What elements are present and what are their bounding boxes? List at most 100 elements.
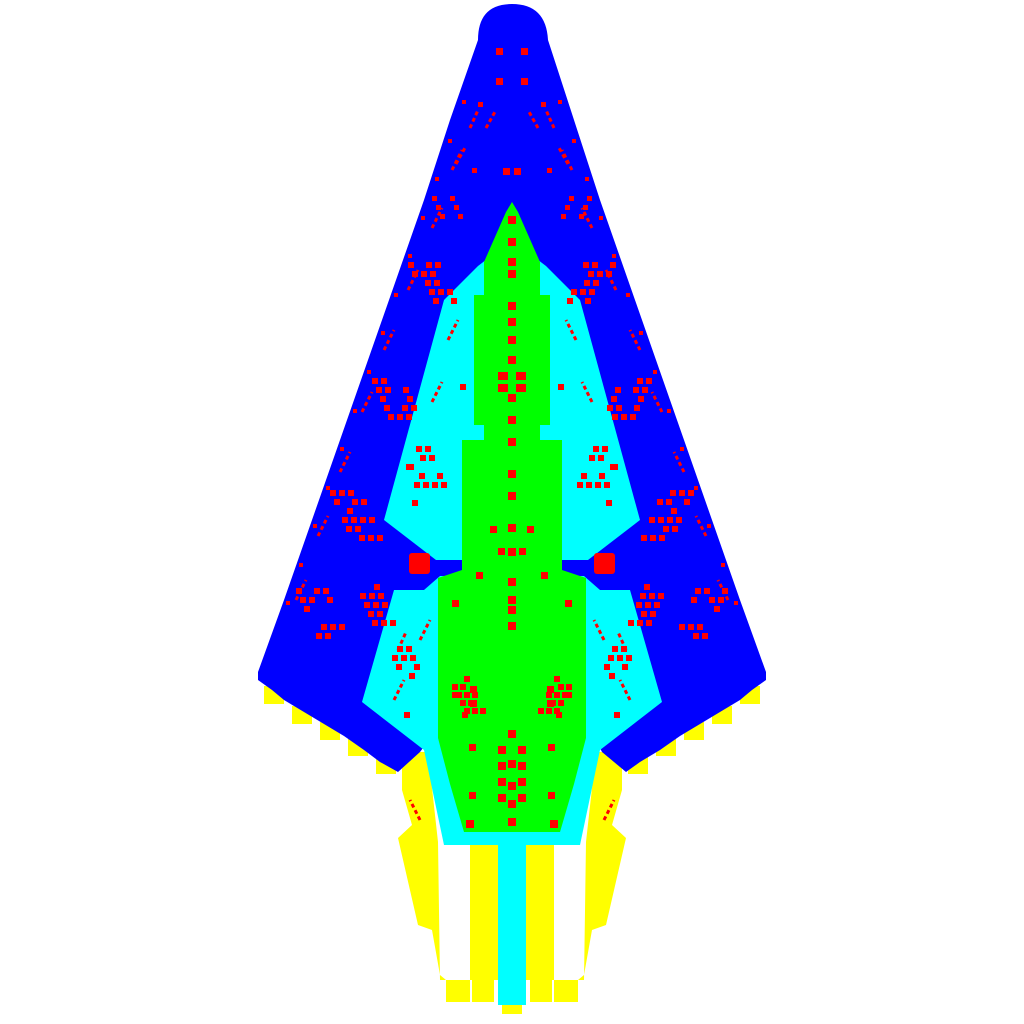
hull-light <box>612 414 618 420</box>
hull-light <box>368 611 374 617</box>
engine-nozzle-4 <box>556 980 578 1002</box>
hull-light-strip <box>628 329 642 351</box>
hull-light <box>541 102 546 107</box>
hull-light <box>508 800 516 808</box>
engine-spine <box>498 845 526 1005</box>
hull-light-strip <box>580 207 594 229</box>
hull-light <box>472 168 477 173</box>
hull-light <box>432 196 437 201</box>
hull-light <box>508 470 516 478</box>
hull-light <box>476 572 483 579</box>
hull-light <box>659 535 665 541</box>
hull-light <box>663 526 669 532</box>
hull-light <box>316 633 322 639</box>
hull-light <box>714 606 720 612</box>
hull-light <box>396 664 402 670</box>
hull-light <box>425 446 431 452</box>
hull-light <box>369 517 375 523</box>
hull-light <box>707 524 711 528</box>
hull-light <box>508 238 516 246</box>
hull-light <box>330 624 336 630</box>
hull-light <box>458 214 463 219</box>
hull-light <box>688 624 694 630</box>
hull-light <box>498 762 506 770</box>
hull-light <box>508 216 516 224</box>
hull-light <box>694 486 698 490</box>
hull-light <box>452 600 459 607</box>
hull-light <box>595 482 601 488</box>
hull-light <box>402 405 408 411</box>
hull-light <box>508 622 516 630</box>
hull-light <box>392 655 398 661</box>
hull-light <box>377 611 383 617</box>
hull-light <box>606 500 612 506</box>
hull-light <box>304 606 310 612</box>
hull-light <box>592 262 598 268</box>
hull-light <box>606 271 612 277</box>
hull-light <box>508 270 516 278</box>
hull-light <box>554 676 560 682</box>
hull-light <box>514 168 521 175</box>
hull-light <box>615 387 621 393</box>
hull-light-strip <box>454 145 468 165</box>
hull-light <box>406 646 412 652</box>
hull-light <box>508 730 516 738</box>
hull-light <box>704 588 710 594</box>
hull-light <box>334 499 340 505</box>
hull-light <box>571 289 577 295</box>
hull-light <box>351 517 357 523</box>
hull-light <box>441 482 447 488</box>
hull-light <box>360 593 366 599</box>
hull-light <box>588 271 594 277</box>
hull-light <box>527 526 534 533</box>
engine-center-left <box>470 845 500 980</box>
hull-light <box>299 563 303 567</box>
hull-light-strip <box>592 619 606 641</box>
hull-light-strip <box>556 145 570 165</box>
hull-light <box>447 289 453 295</box>
engine-section <box>264 686 760 1014</box>
hull-light <box>508 356 516 364</box>
hull-light <box>598 455 604 461</box>
hull-light <box>679 490 685 496</box>
hull-light <box>519 548 526 555</box>
hull-light <box>641 535 647 541</box>
hull-light <box>722 588 728 594</box>
hull-light <box>434 280 440 286</box>
hull-light-strip <box>294 579 308 601</box>
hull-light <box>604 664 610 670</box>
hull-light <box>550 820 558 828</box>
hull-light-strip <box>618 679 632 701</box>
hull-light <box>547 686 554 693</box>
hull-light <box>577 482 583 488</box>
hull-light <box>610 464 616 470</box>
engine-nozzle-3 <box>530 980 552 1002</box>
hull-light <box>381 331 385 335</box>
hull-light <box>658 593 664 599</box>
hull-light <box>548 744 555 751</box>
hull-light <box>419 473 425 479</box>
hull-light <box>546 692 552 698</box>
hull-light-strip <box>446 319 460 341</box>
hull-light <box>355 526 361 532</box>
hull-light <box>369 593 375 599</box>
hull-light <box>585 177 589 181</box>
hull-light <box>296 588 302 594</box>
hull-light <box>572 139 576 143</box>
hull-light <box>645 602 651 608</box>
hull-light <box>330 490 336 496</box>
hull-light <box>602 446 608 452</box>
hull-light-strip <box>316 515 330 537</box>
hull-light <box>327 597 333 603</box>
hull-light <box>634 405 640 411</box>
hull-light <box>429 455 435 461</box>
hull-light <box>734 601 738 605</box>
hull-light <box>621 414 627 420</box>
hull-light <box>691 597 697 603</box>
hull-light <box>378 593 384 599</box>
hull-light <box>469 744 476 751</box>
hull-light <box>420 455 426 461</box>
hull-light <box>496 78 503 85</box>
hull-light-strip <box>338 451 352 473</box>
